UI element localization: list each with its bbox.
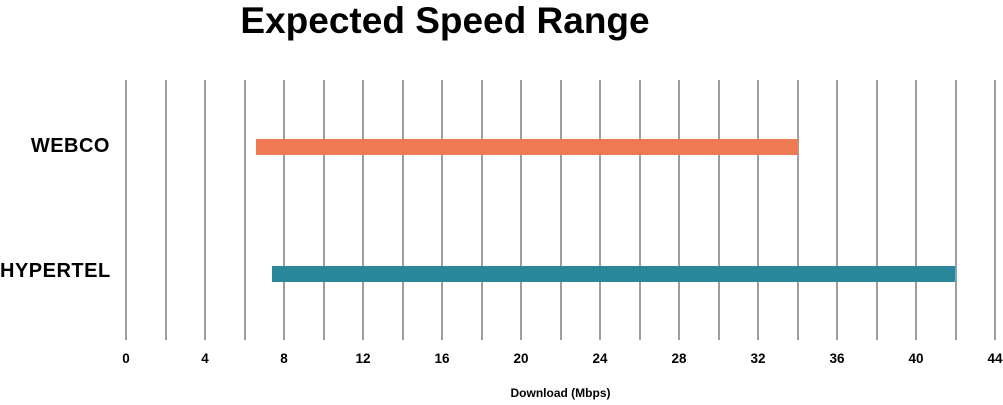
range-bar-webco <box>256 139 798 155</box>
chart-title: Expected Speed Range <box>240 0 650 41</box>
x-tick-label: 0 <box>122 351 130 366</box>
range-bar-hypertel <box>272 266 956 282</box>
gridline <box>915 80 917 340</box>
gridline <box>362 80 364 340</box>
x-tick-label: 24 <box>592 351 608 366</box>
gridline <box>480 80 483 340</box>
category-label-hypertel: HYPERTEL <box>0 260 111 282</box>
gridline <box>599 80 601 340</box>
x-tick-label: 36 <box>829 351 845 366</box>
gridline <box>125 80 127 340</box>
gridline <box>678 80 680 340</box>
gridline <box>559 80 562 340</box>
gridline <box>717 80 720 340</box>
gridline <box>638 80 641 340</box>
gridline <box>204 80 206 340</box>
category-label-webco: WEBCO <box>30 135 110 157</box>
plot-area <box>125 80 996 340</box>
x-tick-label: 44 <box>987 351 1003 366</box>
x-tick-label: 20 <box>513 351 529 366</box>
gridline <box>164 80 167 340</box>
gridline <box>757 80 759 340</box>
x-tick-label: 40 <box>908 351 924 366</box>
gridline <box>520 80 522 340</box>
gridline <box>441 80 443 340</box>
gridline <box>796 80 799 340</box>
x-tick-label: 8 <box>280 351 288 366</box>
gridline <box>243 80 246 340</box>
gridline <box>322 80 325 340</box>
gridline <box>875 80 878 340</box>
gridline <box>994 80 996 340</box>
gridline <box>283 80 285 340</box>
gridline <box>401 80 404 340</box>
x-tick-label: 16 <box>434 351 450 366</box>
gridline <box>954 80 957 340</box>
x-tick-label: 28 <box>671 351 687 366</box>
x-tick-label: 4 <box>201 351 209 366</box>
gridline <box>836 80 838 340</box>
x-tick-label: 12 <box>355 351 371 366</box>
x-axis-label: Download (Mbps) <box>510 386 611 400</box>
x-tick-label: 32 <box>750 351 766 366</box>
